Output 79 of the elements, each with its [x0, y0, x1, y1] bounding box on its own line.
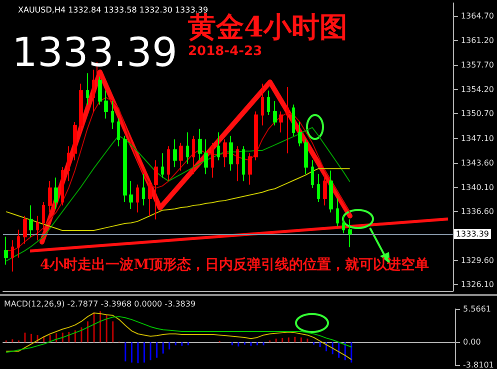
- candlestick: [73, 121, 77, 161]
- candlestick: [186, 132, 189, 164]
- candlestick: [267, 90, 270, 116]
- y-tick-label: 1326.10: [460, 280, 494, 290]
- y-tick-label: -3.8101: [463, 360, 494, 369]
- y-tick-label: 1343.60: [460, 158, 494, 168]
- annotation: 1333.39: [12, 30, 178, 76]
- candlestick: [4, 236, 8, 266]
- candlestick: [236, 146, 239, 182]
- candlestick: [229, 135, 233, 172]
- candlestick: [98, 76, 102, 106]
- candlestick: [167, 146, 170, 182]
- candlestick: [198, 128, 202, 161]
- text: 2018-4-23: [188, 44, 262, 59]
- candlestick: [261, 83, 264, 126]
- candlestick: [23, 215, 27, 244]
- annotation: XAUUSD,H4 1332.84 1333.58 1332.30 1333.39: [18, 6, 208, 14]
- candlestick: [329, 170, 333, 213]
- y-tick-label: 5.5661: [463, 304, 491, 314]
- line-series: [6, 168, 350, 231]
- candlestick: [136, 184, 139, 213]
- candlestick: [342, 215, 345, 234]
- candlestick: [29, 204, 33, 238]
- candlestick: [242, 146, 245, 182]
- line-series: [6, 316, 352, 353]
- candlestick: [179, 142, 183, 172]
- candlestick: [286, 86, 289, 154]
- candlestick: [279, 111, 283, 133]
- candlestick: [173, 138, 177, 168]
- candlestick: [292, 104, 295, 136]
- candlestick: [17, 229, 20, 258]
- candlestick: [54, 177, 58, 210]
- candlestick: [104, 90, 108, 119]
- y-tick-label: 1329.60: [460, 256, 494, 265]
- candlestick: [123, 135, 127, 202]
- candlestick: [336, 198, 339, 227]
- candlestick: [348, 218, 352, 248]
- line-series: [6, 312, 352, 360]
- candlestick: [204, 138, 208, 175]
- candlestick: [48, 180, 52, 213]
- text: MACD(12,26,9) -2.7877 -3.3968 0.0000 -3.3839: [4, 300, 196, 308]
- candlestick: [67, 146, 70, 182]
- y-tick-label: 1357.70: [460, 60, 494, 70]
- candlestick: [42, 201, 45, 230]
- y-tick-label: 0.00: [463, 338, 481, 347]
- candlestick: [79, 83, 83, 133]
- candlestick: [304, 138, 308, 175]
- candlestick: [248, 152, 252, 186]
- candlestick: [154, 160, 158, 220]
- candlestick: [217, 132, 220, 161]
- candlestick: [254, 111, 258, 161]
- candlestick: [129, 180, 133, 210]
- candlestick: [111, 100, 114, 130]
- y-tick-label: 1361.20: [460, 36, 494, 46]
- y-tick-label: 1340.10: [460, 182, 494, 192]
- candlestick: [92, 69, 95, 112]
- y-tick-label: 1347.10: [460, 134, 494, 144]
- candlestick: [161, 152, 164, 178]
- candlestick: [142, 174, 145, 206]
- candlestick: [11, 240, 14, 272]
- candlestick: [273, 100, 277, 126]
- candlestick: [298, 121, 302, 147]
- candlestick: [117, 118, 120, 147]
- ref-line-label: 1333.39: [456, 230, 490, 239]
- candlestick: [86, 72, 89, 106]
- candlestick: [323, 174, 327, 206]
- candlestick: [211, 142, 214, 178]
- candlestick: [192, 135, 195, 175]
- annotation: 4小时走出一波M顶形态，日内反弹引线的位置，就可以进空单: [40, 256, 430, 273]
- y-tick-label: 1364.70: [460, 12, 494, 21]
- y-tick-label: 1336.60: [460, 207, 494, 216]
- candlestick: [36, 215, 39, 241]
- y-tick-label: 1350.70: [460, 109, 494, 118]
- candlestick: [148, 180, 152, 216]
- candlestick: [317, 174, 320, 202]
- candlestick: [223, 138, 227, 168]
- y-tick-label: 1354.20: [460, 84, 494, 94]
- candlestick: [61, 166, 64, 206]
- candlestick: [311, 160, 314, 189]
